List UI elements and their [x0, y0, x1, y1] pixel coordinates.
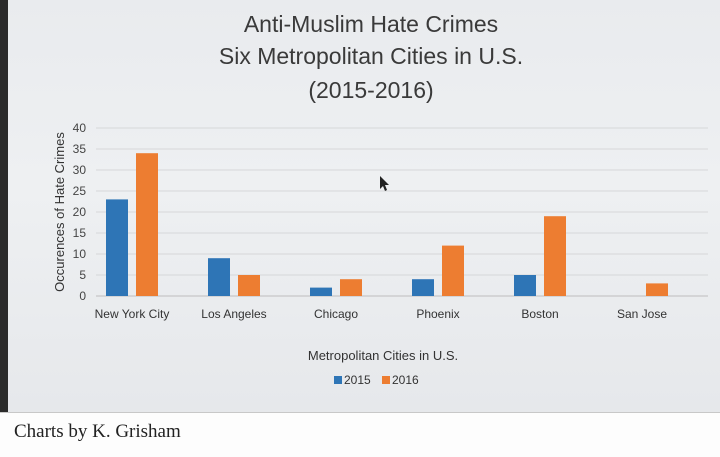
x-tick-label: San Jose [617, 307, 667, 321]
chart-title-line: Six Metropolitan Cities in U.S. [219, 43, 523, 69]
y-tick-label: 15 [73, 226, 87, 240]
bar-2015-los-angeles [208, 258, 230, 296]
caption-text: Charts by K. Grisham [14, 421, 181, 442]
bar-2015-phoenix [412, 279, 434, 296]
y-tick-label: 30 [73, 163, 87, 177]
bar-2015-chicago [310, 287, 332, 296]
y-tick-label: 10 [73, 247, 87, 261]
x-tick-label: Phoenix [416, 307, 459, 321]
y-tick-label: 5 [79, 268, 86, 282]
legend-label-2015: 2015 [344, 373, 371, 387]
chart-title-line: (2015-2016) [308, 77, 433, 103]
legend-swatch-2015 [334, 376, 342, 384]
cursor-arrow-icon [380, 176, 389, 191]
bar-2016-phoenix [442, 245, 464, 296]
y-tick-label: 25 [73, 184, 87, 198]
x-tick-label: Boston [521, 307, 558, 321]
x-tick-label: Chicago [314, 307, 358, 321]
chart-screen: Anti-Muslim Hate Crimes Six Metropolitan … [8, 0, 720, 412]
bar-2016-boston [544, 216, 566, 296]
caption-bar: Charts by K. Grisham [0, 412, 720, 457]
bar-chart: Anti-Muslim Hate Crimes Six Metropolitan … [52, 11, 708, 387]
y-axis-label: Occurences of Hate Crimes [52, 132, 67, 292]
y-tick-label: 20 [73, 205, 87, 219]
chart-title-line: Anti-Muslim Hate Crimes [244, 11, 498, 37]
x-axis-label: Metropolitan Cities in U.S. [308, 348, 458, 363]
legend-label-2016: 2016 [392, 373, 419, 387]
bar-2016-new-york-city [136, 153, 158, 296]
legend-swatch-2016 [382, 376, 390, 384]
bar-2016-chicago [340, 279, 362, 296]
y-tick-label: 0 [79, 289, 86, 303]
y-tick-label: 40 [73, 121, 87, 135]
x-tick-label: New York City [95, 307, 170, 321]
bar-2015-boston [514, 275, 536, 296]
bar-2015-new-york-city [106, 199, 128, 296]
y-tick-label: 35 [73, 142, 87, 156]
bar-2016-los-angeles [238, 275, 260, 296]
x-tick-label: Los Angeles [201, 307, 266, 321]
bar-2016-san-jose [646, 283, 668, 296]
